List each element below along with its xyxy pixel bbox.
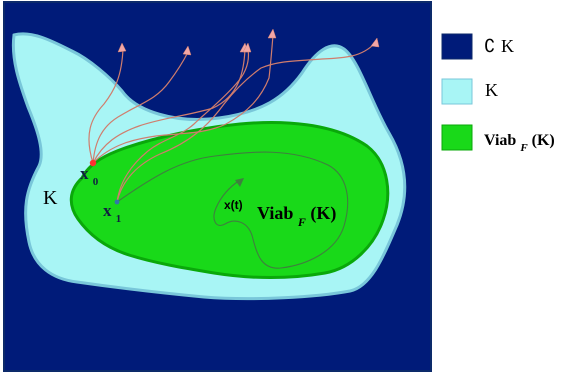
complement-text: K [501,36,514,56]
viability-kernel-region [69,121,390,279]
legend-viab-prefix: Viab [484,132,516,149]
trajectory-path [116,42,376,203]
x1-label-subscript: 1 [116,213,122,225]
x0-label-subscript: 0 [93,176,99,188]
x1-label-base: x [103,201,112,220]
arrowhead [117,42,127,53]
legend-label-k-set: K [485,80,498,100]
viab-kernel-label: Viab F (K) [257,203,336,230]
legend-viab-subscript: F [519,142,528,154]
diagram-panel: x 0 x 1 K x(t) Viab F (K) [3,1,432,372]
x1-label: x 1 [103,201,121,225]
x0-label-base: x [80,164,89,183]
viab-label-subscript: F [297,215,306,229]
legend-item-complement: ∁ K [441,33,514,60]
inner-trajectory-arrowhead [235,178,244,187]
x-of-t-label: x(t) [224,198,243,212]
legend-swatch-complement [441,33,473,60]
legend-viab-suffix: (K) [532,132,555,149]
legend: ∁ K K Viab F (K) [441,33,555,155]
trajectory-arrowheads [117,28,380,56]
arrowhead [267,28,277,39]
trajectory-path [92,51,189,164]
complement-symbol: ∁ [484,36,495,56]
legend-item-k-set: K [441,78,498,105]
legend-swatch-k-set [441,78,473,105]
x0-point [89,159,97,167]
inner-trajectory [116,151,349,269]
arrowhead [242,42,252,53]
arrowhead [370,37,380,48]
viab-label-prefix: Viab [257,203,293,223]
legend-label-viability-kernel: Viab F (K) [484,132,555,155]
legend-label-complement: ∁ K [484,36,514,56]
x0-label: x 0 [80,164,99,188]
trajectory-path [88,47,124,164]
trajectory-path [116,48,250,203]
x1-point [114,199,120,205]
trajectory-group [88,34,376,203]
legend-swatch-viability-kernel [441,124,473,151]
k-region-label: K [43,187,58,209]
trajectory-path [92,34,274,164]
viab-label-suffix: (K) [310,203,336,224]
arrowhead [182,45,192,56]
legend-item-viability-kernel: Viab F (K) [441,124,555,155]
